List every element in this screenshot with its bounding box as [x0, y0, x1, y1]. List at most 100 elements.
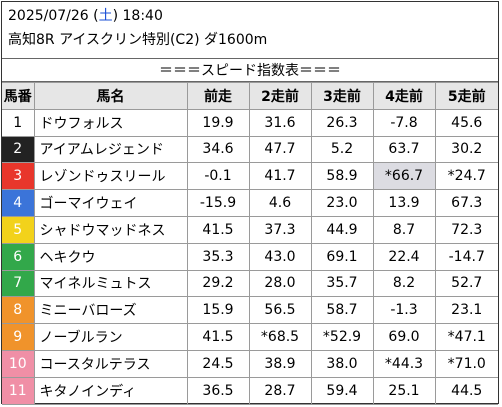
speed-index-value: 34.6: [186, 135, 250, 164]
speed-index-value: 38.9: [248, 349, 312, 378]
speed-index-value: 52.7: [434, 269, 498, 298]
speed-index-value: -7.8: [372, 108, 436, 137]
table-row: 9 ノーブルラン 41.5 *68.5 *52.9 69.0 *47.1: [2, 323, 498, 351]
speed-index-value: 4.6: [248, 189, 312, 217]
speed-index-value: 41.5: [186, 215, 250, 244]
speed-index-value: *66.7: [372, 162, 436, 191]
speed-index-value: 36.5: [186, 376, 250, 405]
speed-index-value: *44.3: [372, 349, 436, 378]
horse-name: ノーブルラン: [33, 323, 188, 351]
horse-name: シャドウマッドネス: [33, 215, 188, 244]
speed-index-value: *68.5: [248, 323, 312, 351]
speed-index-value: 44.5: [434, 376, 498, 405]
horse-number: 9: [2, 323, 35, 351]
table-row: 6 ヘキクウ 35.3 43.0 69.1 22.4 -14.7: [2, 242, 498, 271]
speed-index-value: 5.2: [310, 135, 374, 164]
horse-number: 1: [2, 108, 35, 137]
speed-index-table: 馬番 馬名 前走 2走前 3走前 4走前 5走前 1 ドウフォルス 19.9 31.6…: [2, 82, 498, 405]
speed-index-value: 69.0: [372, 323, 436, 351]
speed-index-value: 45.6: [434, 108, 498, 137]
speed-index-value: 63.7: [372, 135, 436, 164]
speed-index-value: 58.9: [310, 162, 374, 191]
speed-index-value: 47.7: [248, 135, 312, 164]
horse-number: 2: [2, 135, 35, 164]
horse-name: レゾンドゥスリール: [33, 162, 188, 191]
table-row: 7 マイネルミュトス 29.2 28.0 35.7 8.2 52.7: [2, 269, 498, 298]
speed-index-value: 30.2: [434, 135, 498, 164]
speed-index-value: 8.2: [372, 269, 436, 298]
horse-name: ゴーマイウェイ: [33, 189, 188, 217]
day-of-week: 土: [98, 8, 113, 24]
speed-index-value: 26.3: [310, 108, 374, 137]
speed-index-value: 29.2: [186, 269, 250, 298]
horse-name: ドウフォルス: [33, 108, 188, 137]
speed-index-value: 28.7: [248, 376, 312, 405]
speed-index-value: 28.0: [248, 269, 312, 298]
date-prefix: 2025/07/26 (: [8, 8, 99, 24]
horse-name: ミニーバローズ: [33, 296, 188, 325]
speed-index-value: 23.1: [434, 296, 498, 325]
speed-index-value: -0.1: [186, 162, 250, 191]
speed-index-value: 37.3: [248, 215, 312, 244]
speed-index-value: 13.9: [372, 189, 436, 217]
col-header-horse-number: 馬番: [2, 82, 35, 110]
table-row: 5 シャドウマッドネス 41.5 37.3 44.9 8.7 72.3: [2, 215, 498, 244]
horse-number: 4: [2, 189, 35, 217]
col-header-horse-name: 馬名: [33, 82, 188, 110]
speed-index-value: 25.1: [372, 376, 436, 405]
table-row: 1 ドウフォルス 19.9 31.6 26.3 -7.8 45.6: [2, 108, 498, 137]
speed-index-value: *47.1: [434, 323, 498, 351]
speed-index-value: 35.7: [310, 269, 374, 298]
race-datetime: 2025/07/26 (土) 18:40: [8, 7, 163, 25]
speed-index-value: 38.0: [310, 349, 374, 378]
speed-index-value: 41.5: [186, 323, 250, 351]
speed-index-value: -14.7: [434, 242, 498, 271]
speed-index-value: 56.5: [248, 296, 312, 325]
speed-index-value: 43.0: [248, 242, 312, 271]
race-title: 高知8R アイスクリン特別(C2) ダ1600m: [8, 32, 268, 48]
col-header-5-races-ago: 5走前: [434, 82, 498, 110]
horse-name: キタノインディ: [33, 376, 188, 405]
speed-index-value: 69.1: [310, 242, 374, 271]
horse-number: 7: [2, 269, 35, 298]
speed-index-value: 44.9: [310, 215, 374, 244]
horse-number: 6: [2, 242, 35, 271]
horse-number: 10: [2, 349, 35, 378]
speed-index-value: 8.7: [372, 215, 436, 244]
date-suffix: ) 18:40: [112, 8, 163, 24]
col-header-4-races-ago: 4走前: [372, 82, 436, 110]
speed-index-value: 31.6: [248, 108, 312, 137]
table-row: 8 ミニーバローズ 15.9 56.5 58.7 -1.3 23.1: [2, 296, 498, 325]
speed-index-value: *71.0: [434, 349, 498, 378]
speed-index-value: -1.3: [372, 296, 436, 325]
table-row: 3 レゾンドゥスリール -0.1 41.7 58.9 *66.7 *24.7: [2, 162, 498, 191]
horse-number: 3: [2, 162, 35, 191]
table-row: 2 アイアムレジェンド 34.6 47.7 5.2 63.7 30.2: [2, 135, 498, 164]
speed-index-value: 24.5: [186, 349, 250, 378]
speed-index-value: -15.9: [186, 189, 250, 217]
header-row: 馬番 馬名 前走 2走前 3走前 4走前 5走前: [2, 82, 498, 110]
speed-index-value: *52.9: [310, 323, 374, 351]
table-row: 11 キタノインディ 36.5 28.7 59.4 25.1 44.5: [2, 376, 498, 405]
speed-index-value: 41.7: [248, 162, 312, 191]
speed-index-value: 58.7: [310, 296, 374, 325]
speed-index-value: 22.4: [372, 242, 436, 271]
horse-name: アイアムレジェンド: [33, 135, 188, 164]
col-header-3-races-ago: 3走前: [310, 82, 374, 110]
horse-name: ヘキクウ: [33, 242, 188, 271]
horse-name: マイネルミュトス: [33, 269, 188, 298]
speed-index-value: 59.4: [310, 376, 374, 405]
speed-index-value: 23.0: [310, 189, 374, 217]
horse-number: 5: [2, 215, 35, 244]
speed-index-value: 19.9: [186, 108, 250, 137]
col-header-last-race: 前走: [186, 82, 250, 110]
horse-number: 8: [2, 296, 35, 325]
section-banner: ＝＝＝スピード指数表＝＝＝: [2, 58, 498, 82]
speed-index-value: *24.7: [434, 162, 498, 191]
table-row: 10 コースタルテラス 24.5 38.9 38.0 *44.3 *71.0: [2, 349, 498, 378]
speed-index-value: 67.3: [434, 189, 498, 217]
speed-index-value: 72.3: [434, 215, 498, 244]
table-row: 4 ゴーマイウェイ -15.9 4.6 23.0 13.9 67.3: [2, 189, 498, 217]
speed-index-value: 15.9: [186, 296, 250, 325]
